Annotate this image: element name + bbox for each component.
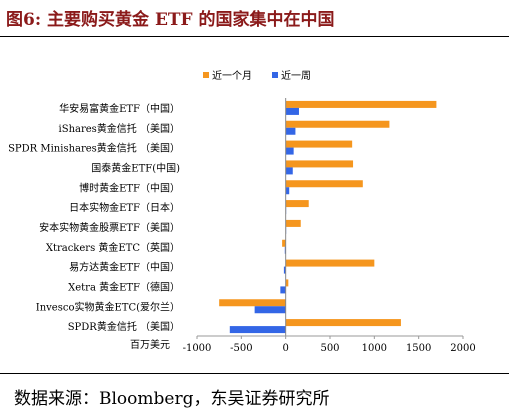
bar-week [285, 107, 299, 115]
category-label: 国泰黄金ETF(中国) [91, 161, 180, 174]
category-label: Invesco实物黄金ETC(爱尔兰） [36, 300, 180, 313]
bar-month [285, 100, 437, 108]
category-label: 博时黄金ETF（中国） [79, 181, 180, 194]
bar-week [254, 306, 286, 314]
bar-month [285, 180, 363, 188]
bar-week [285, 187, 290, 195]
x-tick-label: 0 [282, 343, 288, 354]
bar-month [285, 319, 401, 327]
figure-title: 图6: 主要购买黄金 ETF 的国家集中在中国 [6, 10, 335, 30]
category-label: 易方达黄金ETF（中国） [69, 261, 180, 274]
bar-month [285, 219, 301, 227]
category-label: iShares黄金信托 （美国） [59, 122, 180, 135]
legend-label: 近一个月 [212, 69, 252, 82]
x-tick-label: 1000 [362, 343, 387, 354]
category-label: 安本实物黄金股票ETF（美国） [39, 221, 180, 234]
category-label: Xetra 黄金ETF（德国） [68, 280, 180, 293]
source-note: 数据来源：Bloomberg，东吴证券研究所 [14, 389, 330, 409]
bar-week [280, 286, 286, 294]
x-tick-label: -500 [230, 343, 252, 354]
x-tick-label: 500 [320, 343, 339, 354]
legend-label: 近一周 [281, 69, 311, 82]
bar-month [285, 120, 390, 128]
category-label: 华安易富黄金ETF（中国） [59, 102, 180, 115]
bar-week [283, 266, 286, 274]
figure-title-bar: 图6: 主要购买黄金 ETF 的国家集中在中国 [0, 0, 509, 37]
category-label: Xtrackers 黄金ETC（英国） [46, 241, 180, 254]
bar-month [285, 259, 375, 267]
legend-swatch [272, 72, 278, 78]
bar-month [285, 200, 309, 208]
category-label: 日本实物金ETF（日本） [69, 201, 180, 214]
x-tick-label: 1500 [406, 343, 431, 354]
bar-chart: 华安易富黄金ETF（中国） iShares黄金信托 （美国） SPDR Minish… [8, 69, 476, 354]
bar-week [285, 167, 293, 175]
bar-week [229, 326, 286, 334]
bar-month [285, 279, 289, 287]
category-label: SPDR黄金信托 （美国） [68, 320, 180, 333]
footer: 数据来源：Bloomberg，东吴证券研究所 [0, 373, 509, 416]
bar-month [282, 239, 286, 247]
legend-swatch [203, 72, 209, 78]
x-tick-label: -1000 [183, 343, 212, 354]
bar-week [285, 127, 296, 135]
x-tick-label: 2000 [450, 343, 475, 354]
unit-label: 百万美元 [130, 338, 170, 351]
category-label: SPDR Minishares黄金信托 （美国） [8, 142, 180, 155]
bar-month [285, 160, 354, 168]
bar-month [285, 140, 353, 148]
bar-week [285, 147, 294, 155]
bar-month [219, 299, 286, 307]
